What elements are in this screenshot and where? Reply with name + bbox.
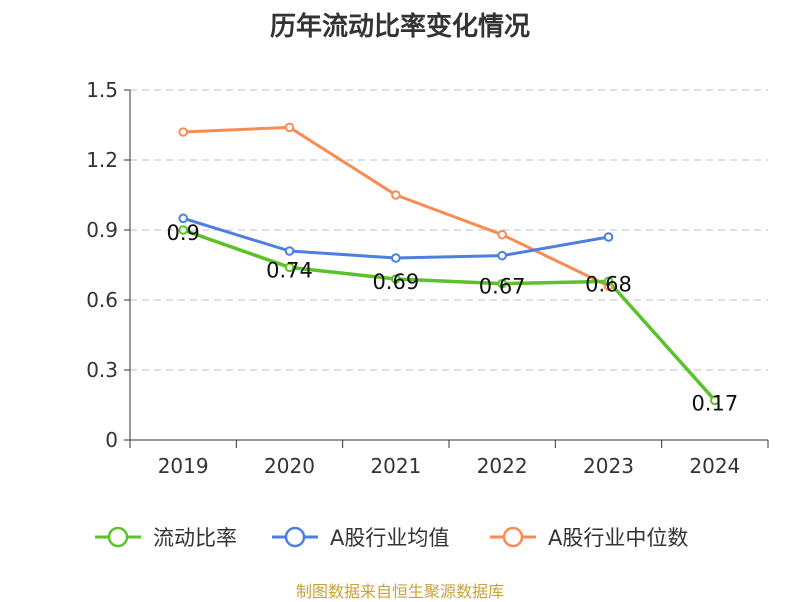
data-point [391, 190, 401, 200]
grid-lines [130, 89, 768, 371]
data-point [497, 278, 507, 289]
legend-label: A股行业均值 [330, 526, 449, 550]
legend: 流动比率 A股行业均值 A股行业中位数 [95, 526, 688, 550]
source-note: 制图数据来自恒生聚源数据库 [295, 582, 504, 601]
y-tick-label: 0.9 [86, 218, 118, 242]
data-point [710, 395, 720, 406]
data-label: 0.68 [585, 272, 632, 296]
data-point [603, 276, 614, 287]
data-point [603, 232, 614, 242]
data-label: 0.17 [691, 391, 738, 415]
y-tick-label: 0 [105, 428, 118, 452]
data-point [178, 225, 188, 235]
data-label: 0.74 [266, 258, 313, 282]
x-tick-label: 2020 [264, 454, 315, 478]
axes: 0 0.3 0.6 0.9 1.2 1.5 2019 2020 2021 2022 2023 2024 [86, 78, 769, 478]
data-label: 0.9 [166, 221, 199, 245]
data-point [178, 127, 188, 137]
series-lines [182, 125, 717, 402]
series-points [178, 122, 720, 406]
x-tick-label: 2023 [583, 454, 634, 478]
x-tick-label: 2024 [689, 454, 740, 478]
legend-label: A股行业中位数 [548, 526, 688, 550]
data-point [178, 213, 188, 224]
data-point [284, 246, 295, 256]
x-tick-label: 2021 [370, 454, 421, 478]
chart-title: 历年流动比率变化情况 [269, 12, 530, 42]
data-point [284, 262, 295, 273]
data-point [497, 229, 507, 240]
legend-marker [284, 526, 306, 548]
legend-marker [502, 526, 524, 548]
y-tick-label: 0.6 [86, 288, 118, 312]
data-label: 0.69 [372, 270, 419, 294]
y-tick-label: 1.2 [86, 148, 118, 172]
y-tick-label: 1.5 [86, 78, 118, 102]
data-point [391, 253, 401, 263]
x-tick-label: 2022 [477, 454, 528, 478]
data-point [497, 250, 507, 261]
legend-label: 流动比率 [153, 526, 237, 550]
x-tick-label: 2019 [158, 454, 209, 478]
data-point [284, 122, 295, 133]
data-label: 0.67 [479, 275, 526, 299]
legend-marker [107, 526, 129, 548]
series-line [182, 228, 717, 402]
y-tick-label: 0.3 [86, 358, 118, 382]
data-labels: 0.9 0.74 0.69 0.67 0.68 0.17 [166, 221, 738, 415]
data-point [391, 274, 401, 284]
